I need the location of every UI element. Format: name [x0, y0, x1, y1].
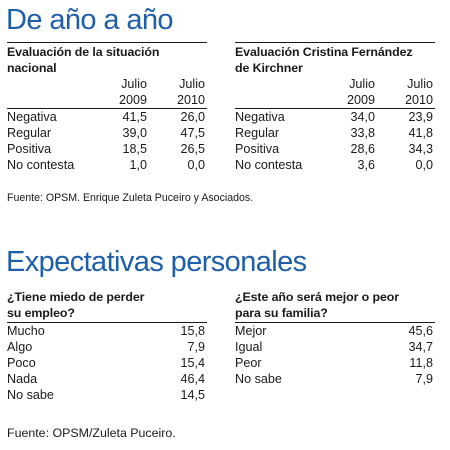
table-title-line: Evaluación Cristina Fernández [235, 45, 413, 59]
column-header-month: Julio [349, 77, 375, 91]
row-value-2009: 34,0 [350, 110, 375, 124]
row-value-2009: 3,6 [357, 158, 375, 172]
table-row: No sabe 14,5 [7, 387, 207, 403]
table-anio-familia: ¿Este año será mejor o peor para su fami… [235, 288, 435, 387]
row-value-2010: 34,3 [408, 142, 433, 156]
row-value: 15,4 [180, 356, 205, 370]
row-value-2010: 26,5 [180, 142, 205, 156]
row-label: Positiva [235, 142, 280, 156]
row-value-2010: 47,5 [180, 126, 205, 140]
source-note: Fuente: OPSM. Enrique Zuleta Puceiro y A… [7, 192, 254, 204]
row-label: No sabe [235, 372, 282, 386]
row-value-2009: 39,0 [122, 126, 147, 140]
row-label: Peor [235, 356, 262, 370]
table-row: Igual 34,7 [235, 339, 435, 355]
table-row: Positiva 28,6 34,3 [235, 141, 435, 157]
column-header-year: 2010 [404, 93, 433, 107]
row-value-2009: 18,5 [122, 142, 147, 156]
row-label: Poco [7, 356, 36, 370]
row-value-2010: 0,0 [187, 158, 205, 172]
row-label: Algo [7, 340, 33, 354]
row-value-2009: 41,5 [122, 110, 147, 124]
table-row: Negativa 41,5 26,0 [7, 109, 207, 125]
row-label: Negativa [7, 110, 57, 124]
row-value-2009: 33,8 [350, 126, 375, 140]
section1-title: De año a año [6, 4, 174, 36]
table-header-row: 2009 2010 [7, 92, 207, 109]
row-label: Igual [235, 340, 263, 354]
table-row: Positiva 18,5 26,5 [7, 141, 207, 157]
row-value: 15,8 [180, 324, 205, 338]
table-row: Poco 15,4 [7, 355, 207, 371]
row-label: No contesta [235, 158, 303, 172]
column-header-year: 2010 [176, 93, 205, 107]
column-header-month: Julio [179, 77, 205, 91]
table-header-row: Julio Julio [7, 76, 207, 92]
table-row: No contesta 1,0 0,0 [7, 157, 207, 173]
table-title: Evaluación de la situación nacional [7, 42, 207, 76]
table-miedo-empleo: ¿Tiene miedo de perder su empleo? Mucho … [7, 288, 207, 403]
row-value: 34,7 [408, 340, 433, 354]
table-title: ¿Este año será mejor o peor para su fami… [235, 288, 435, 323]
table-title: ¿Tiene miedo de perder su empleo? [7, 288, 207, 323]
table-situacion-nacional: Evaluación de la situación nacional Juli… [7, 42, 207, 173]
section2-title: Expectativas personales [6, 246, 307, 278]
table-title-line: su empleo? [7, 306, 75, 320]
column-header-year: 2009 [118, 93, 147, 107]
table-title-line: Evaluación de la situación [7, 45, 160, 59]
table-row: Regular 39,0 47,5 [7, 125, 207, 141]
row-value: 45,6 [408, 324, 433, 338]
table-row: Algo 7,9 [7, 339, 207, 355]
row-label: Regular [235, 126, 280, 140]
table-row: Nada 46,4 [7, 371, 207, 387]
row-label: Regular [7, 126, 52, 140]
table-row: Mucho 15,8 [7, 323, 207, 339]
row-value-2009: 1,0 [129, 158, 147, 172]
table-row: Peor 11,8 [235, 355, 435, 371]
row-label: Mejor [235, 324, 267, 338]
table-title-line: para su familia? [235, 306, 328, 320]
table-header-row: Julio Julio [235, 76, 435, 92]
table-row: No contesta 3,6 0,0 [235, 157, 435, 173]
table-header-row: 2009 2010 [235, 92, 435, 109]
row-label: No contesta [7, 158, 75, 172]
table-row: Regular 33,8 41,8 [235, 125, 435, 141]
column-header-year: 2009 [346, 93, 375, 107]
row-label: Mucho [7, 324, 45, 338]
row-value: 46,4 [180, 372, 205, 386]
column-header-month: Julio [121, 77, 147, 91]
row-value-2010: 0,0 [415, 158, 433, 172]
row-value: 14,5 [180, 388, 205, 402]
table-row: Mejor 45,6 [235, 323, 435, 339]
row-value: 7,9 [415, 372, 433, 386]
row-value-2010: 41,8 [408, 126, 433, 140]
table-title-line: de Kirchner [235, 61, 303, 75]
row-value-2009: 28,6 [350, 142, 375, 156]
row-label: Positiva [7, 142, 52, 156]
table-title-line: nacional [7, 61, 57, 75]
table-row: No sabe 7,9 [235, 371, 435, 387]
row-value-2010: 26,0 [180, 110, 205, 124]
row-value: 11,8 [409, 356, 433, 370]
row-label: Nada [7, 372, 38, 386]
column-header-month: Julio [407, 77, 433, 91]
row-label: No sabe [7, 388, 54, 402]
table-title: Evaluación Cristina Fernández de Kirchne… [235, 42, 435, 76]
table-title-line: ¿Este año será mejor o peor [235, 290, 399, 304]
table-evaluacion-cfk: Evaluación Cristina Fernández de Kirchne… [235, 42, 435, 173]
source-note: Fuente: OPSM/Zuleta Puceiro. [7, 426, 176, 440]
table-row: Negativa 34,0 23,9 [235, 109, 435, 125]
table-title-line: ¿Tiene miedo de perder [7, 290, 145, 304]
row-label: Negativa [235, 110, 285, 124]
row-value-2010: 23,9 [408, 110, 433, 124]
row-value: 7,9 [187, 340, 205, 354]
